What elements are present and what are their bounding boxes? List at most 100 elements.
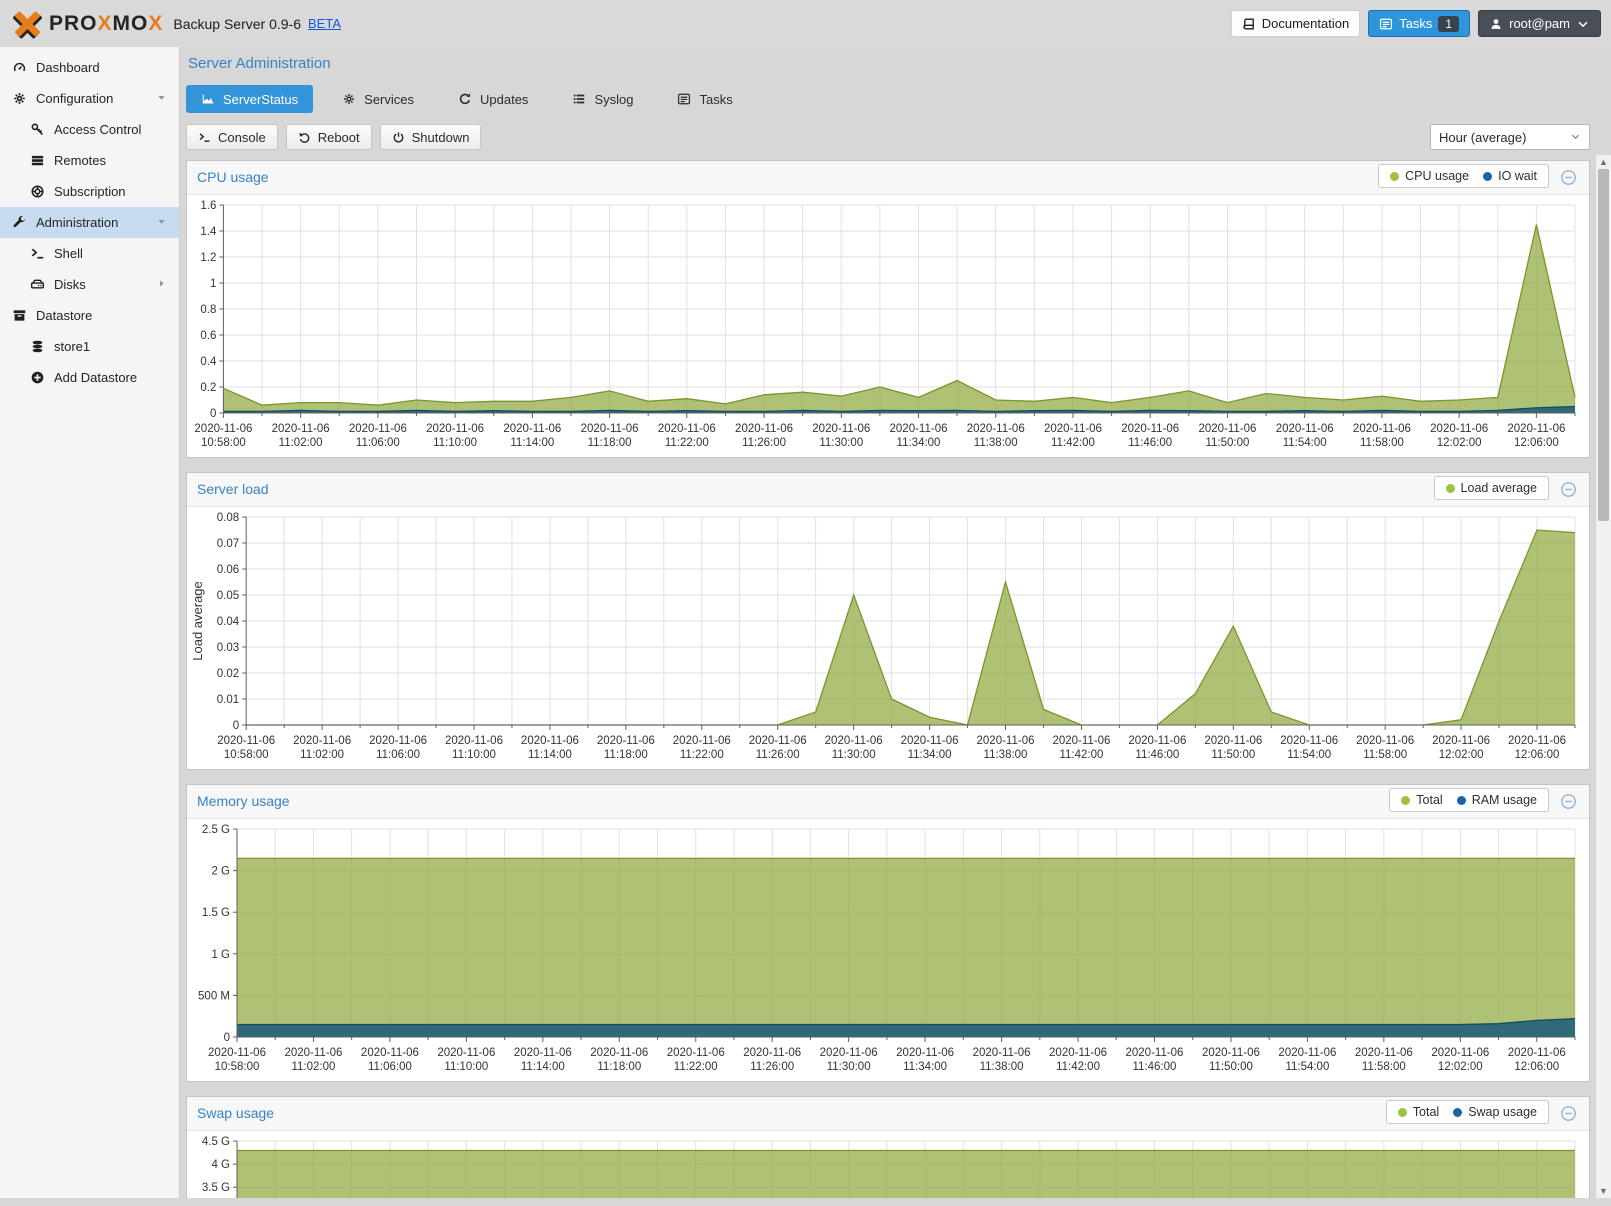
sidebar-item-administration[interactable]: Administration: [0, 207, 179, 238]
svg-text:2020-11-06: 2020-11-06: [1044, 423, 1102, 435]
svg-text:11:34:00: 11:34:00: [903, 1061, 947, 1073]
legend-item-total[interactable]: Total: [1398, 1105, 1439, 1119]
time-range-select[interactable]: Hour (average): [1430, 124, 1590, 150]
svg-text:2020-11-06: 2020-11-06: [896, 1047, 954, 1059]
legend-label: CPU usage: [1405, 169, 1469, 183]
caret-down-icon[interactable]: [156, 91, 167, 106]
legend-item-io-wait[interactable]: IO wait: [1483, 169, 1537, 183]
documentation-button[interactable]: Documentation: [1231, 10, 1360, 37]
svg-text:1.5 G: 1.5 G: [202, 907, 230, 919]
svg-text:11:22:00: 11:22:00: [674, 1061, 718, 1073]
svg-text:11:46:00: 11:46:00: [1135, 749, 1179, 761]
panel-header: Swap usageTotalSwap usage: [187, 1097, 1589, 1131]
legend-item-ram-usage[interactable]: RAM usage: [1457, 793, 1537, 807]
legend-item-total[interactable]: Total: [1401, 793, 1442, 807]
chart-area: 00.20.40.60.811.21.41.62020-11-0610:58:0…: [187, 195, 1589, 457]
sidebar-item-access-control[interactable]: Access Control: [0, 114, 179, 145]
legend-item-cpu-usage[interactable]: CPU usage: [1390, 169, 1469, 183]
svg-text:12:06:00: 12:06:00: [1514, 1061, 1559, 1073]
beta-link[interactable]: BETA: [308, 16, 341, 31]
svg-text:2020-11-06: 2020-11-06: [1278, 1047, 1336, 1059]
svg-text:0: 0: [224, 1032, 230, 1044]
wrench-icon: [11, 215, 27, 230]
svg-text:0.4: 0.4: [200, 356, 217, 368]
chart-legend: Total RAM usage: [1389, 788, 1549, 812]
sidebar-item-disks[interactable]: Disks: [0, 269, 179, 300]
svg-text:12:06:00: 12:06:00: [1514, 437, 1559, 449]
tasks-button[interactable]: Tasks 1: [1368, 10, 1470, 37]
svg-text:2020-11-06: 2020-11-06: [658, 423, 716, 435]
svg-text:0.01: 0.01: [217, 694, 239, 706]
svg-text:11:38:00: 11:38:00: [984, 749, 1028, 761]
terminal-icon: [198, 131, 211, 144]
tab-serverstatus[interactable]: ServerStatus: [186, 85, 313, 113]
svg-text:2020-11-06: 2020-11-06: [445, 735, 503, 747]
svg-text:0: 0: [210, 408, 216, 420]
shutdown-button[interactable]: Shutdown: [380, 124, 482, 150]
collapse-panel-button[interactable]: [1560, 169, 1577, 186]
svg-text:2020-11-06: 2020-11-06: [1431, 1047, 1489, 1059]
sidebar-item-shell[interactable]: Shell: [0, 238, 179, 269]
tab-label: Syslog: [594, 92, 633, 107]
tab-services[interactable]: Services: [327, 85, 429, 113]
svg-text:2 G: 2 G: [211, 866, 230, 878]
collapse-panel-button[interactable]: [1560, 793, 1577, 810]
svg-text:12:02:00: 12:02:00: [1437, 437, 1482, 449]
collapse-panel-button[interactable]: [1560, 481, 1577, 498]
svg-text:11:50:00: 11:50:00: [1209, 1061, 1253, 1073]
svg-text:1.4: 1.4: [200, 226, 217, 238]
undo-icon: [298, 131, 311, 144]
tab-bar: ServerStatus Services Updates Syslog Tasks: [186, 85, 1611, 113]
legend-label: Load average: [1461, 481, 1537, 495]
svg-text:0.05: 0.05: [217, 590, 239, 602]
scroll-down-arrow-icon[interactable]: ▼: [1596, 1184, 1611, 1198]
svg-text:2020-11-06: 2020-11-06: [503, 423, 561, 435]
sidebar-item-store1[interactable]: store1: [0, 331, 179, 362]
scrollbar-thumb[interactable]: [1598, 169, 1609, 521]
svg-text:11:54:00: 11:54:00: [1283, 437, 1327, 449]
chevron-down-icon: [1570, 130, 1581, 145]
book-icon: [1242, 17, 1256, 31]
svg-text:0.06: 0.06: [217, 564, 239, 576]
database-icon: [29, 339, 45, 354]
legend-label: IO wait: [1498, 169, 1537, 183]
sidebar-item-subscription[interactable]: Subscription: [0, 176, 179, 207]
chevron-down-icon: [1576, 17, 1590, 31]
legend-item-swap-usage[interactable]: Swap usage: [1453, 1105, 1537, 1119]
svg-text:11:14:00: 11:14:00: [528, 749, 572, 761]
panel-title: CPU usage: [197, 169, 269, 185]
sidebar-item-add-datastore[interactable]: Add Datastore: [0, 362, 179, 393]
sidebar-item-configuration[interactable]: Configuration: [0, 83, 179, 114]
console-button[interactable]: Console: [186, 124, 278, 150]
caret-down-icon[interactable]: [156, 215, 167, 230]
svg-text:2020-11-06: 2020-11-06: [1121, 423, 1179, 435]
sidebar-item-label: Shell: [54, 246, 83, 261]
svg-text:11:34:00: 11:34:00: [897, 437, 941, 449]
sidebar-item-remotes[interactable]: Remotes: [0, 145, 179, 176]
scroll-up-arrow-icon[interactable]: ▲: [1596, 155, 1611, 169]
svg-text:2020-11-06: 2020-11-06: [1202, 1047, 1260, 1059]
tab-updates[interactable]: Updates: [443, 85, 543, 113]
vertical-scrollbar[interactable]: ▲ ▼: [1595, 155, 1611, 1198]
caret-right-icon[interactable]: [156, 277, 167, 292]
tab-label: Updates: [480, 92, 528, 107]
svg-text:2020-11-06: 2020-11-06: [514, 1047, 572, 1059]
legend-item-load-average[interactable]: Load average: [1446, 481, 1537, 495]
list-alt-icon: [677, 92, 691, 106]
user-menu-button[interactable]: root@pam: [1478, 10, 1601, 37]
reboot-button[interactable]: Reboot: [286, 124, 372, 150]
tab-tasks[interactable]: Tasks: [662, 85, 747, 113]
user-menu-label: root@pam: [1509, 16, 1570, 31]
sidebar-item-label: Administration: [36, 215, 118, 230]
tab-syslog[interactable]: Syslog: [557, 85, 648, 113]
sidebar-item-datastore[interactable]: Datastore: [0, 300, 179, 331]
sidebar-item-dashboard[interactable]: Dashboard: [0, 52, 179, 83]
svg-text:2020-11-06: 2020-11-06: [967, 423, 1025, 435]
svg-text:11:02:00: 11:02:00: [279, 437, 323, 449]
svg-text:2020-11-06: 2020-11-06: [890, 423, 948, 435]
svg-text:11:06:00: 11:06:00: [376, 749, 420, 761]
chart-legend: CPU usage IO wait: [1378, 164, 1549, 188]
svg-text:12:02:00: 12:02:00: [1439, 749, 1484, 761]
svg-text:11:26:00: 11:26:00: [742, 437, 786, 449]
collapse-panel-button[interactable]: [1560, 1105, 1577, 1122]
